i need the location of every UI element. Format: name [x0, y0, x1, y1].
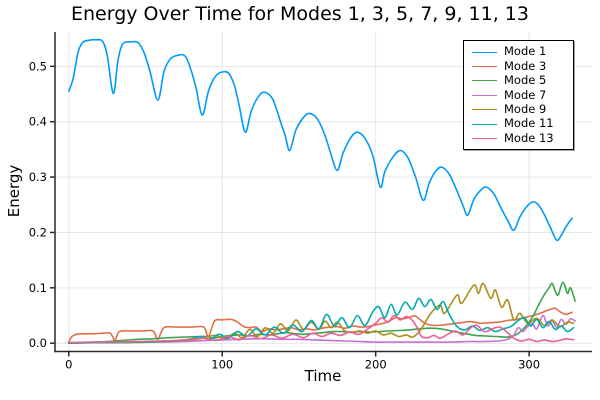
y-tick-label-0.4: 0.4: [29, 115, 47, 129]
legend-label-mode-7: Mode 7: [504, 87, 547, 102]
legend-item-mode-1: Mode 1: [464, 45, 573, 59]
legend-line-mode-11: [472, 123, 497, 125]
x-axis-label: Time: [304, 367, 342, 385]
y-tick-label-0.2: 0.2: [29, 225, 47, 239]
legend-label-mode-13: Mode 13: [504, 130, 554, 145]
legend-label-mode-9: Mode 9: [504, 102, 547, 116]
y-tick-label-0.0: 0.0: [29, 336, 47, 350]
legend-label-mode-1: Mode 1: [504, 44, 547, 59]
legend-line-mode-5: [472, 80, 497, 82]
series-line-mode-3: [68, 307, 573, 343]
series-line-mode-1: [68, 38, 573, 242]
series-line-mode-13: [68, 314, 575, 344]
y-tick-label-0.1: 0.1: [29, 281, 47, 295]
legend-label-mode-11: Mode 11: [504, 116, 554, 131]
series-line-mode-5: [68, 281, 576, 344]
x-tick-label-0: 0: [65, 358, 72, 372]
legend-item-mode-3: Mode 3: [464, 59, 573, 73]
x-tick-label-100: 100: [211, 358, 233, 372]
legend-label-mode-3: Mode 3: [504, 58, 547, 73]
legend-item-mode-9: Mode 9: [464, 103, 573, 117]
legend-line-mode-13: [472, 138, 497, 140]
legend-line-mode-3: [472, 66, 497, 68]
legend-item-mode-5: Mode 5: [464, 74, 573, 88]
y-tick-label-0.5: 0.5: [29, 59, 47, 73]
legend: Mode 1 Mode 3 Mode 5 Mode 7 Mode 9 Mode …: [463, 40, 574, 150]
legend-label-mode-5: Mode 5: [504, 73, 547, 88]
legend-line-mode-1: [472, 51, 497, 53]
series-line-mode-11: [68, 297, 575, 344]
legend-line-mode-9: [472, 109, 497, 111]
x-tick-label-300: 300: [518, 358, 540, 372]
x-tick-label-200: 200: [365, 358, 387, 372]
legend-item-mode-7: Mode 7: [464, 88, 573, 102]
legend-item-mode-13: Mode 13: [464, 131, 573, 145]
legend-line-mode-7: [472, 94, 497, 96]
series-line-mode-9: [68, 282, 575, 344]
y-axis-label: Energy: [5, 164, 23, 218]
legend-item-mode-11: Mode 11: [464, 117, 573, 131]
y-tick-label-0.3: 0.3: [29, 170, 47, 184]
chart-title: Energy Over Time for Modes 1, 3, 5, 7, 9…: [71, 3, 529, 25]
